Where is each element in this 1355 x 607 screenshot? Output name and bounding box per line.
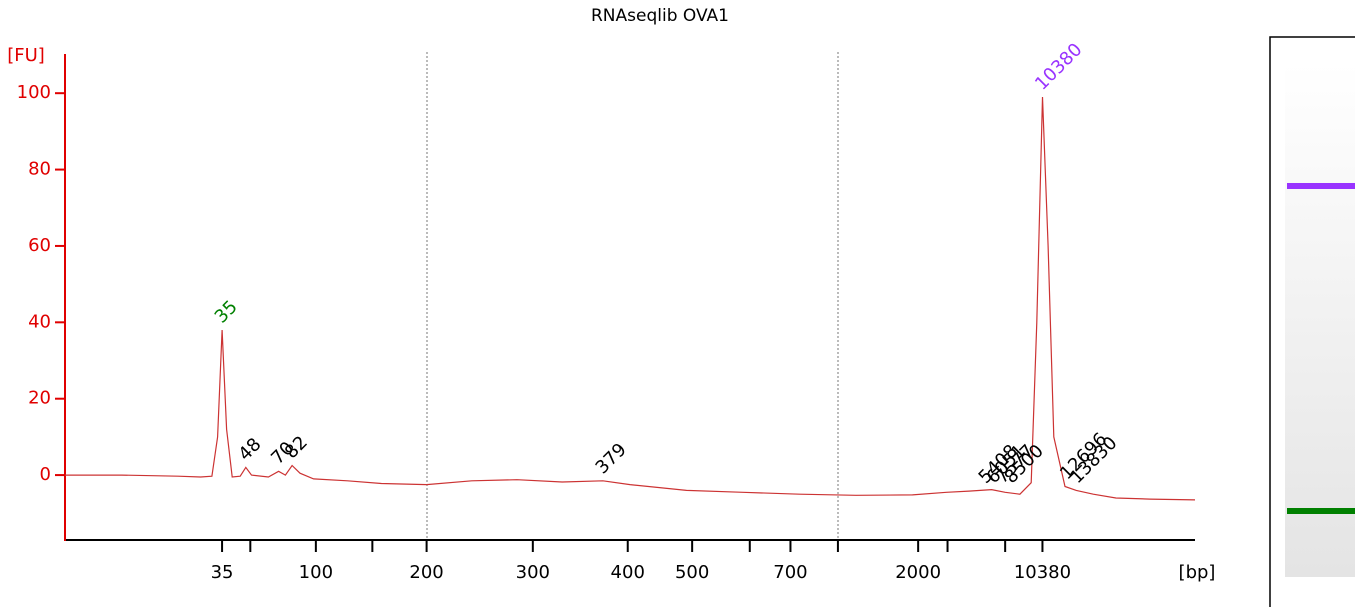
- y-tick-label: 40: [28, 311, 51, 332]
- x-tick-label: 200: [409, 562, 443, 583]
- x-tick-label: 35: [211, 562, 234, 583]
- peak-label: 379: [592, 439, 631, 478]
- x-tick-label: 300: [516, 562, 550, 583]
- x-tick-label: 2000: [895, 562, 941, 583]
- peak-label: 35: [211, 296, 242, 327]
- peak-label: 48: [234, 434, 265, 465]
- y-tick-label: 60: [28, 235, 51, 256]
- chart-title: RNAseqlib OVA1: [591, 6, 729, 26]
- x-tick-label: 100: [299, 562, 333, 583]
- gel-band: [1287, 183, 1355, 189]
- trace: [65, 96, 1196, 501]
- x-tick-label: 400: [611, 562, 645, 583]
- y-tick-label: 0: [40, 464, 51, 485]
- x-axis-label: [bp]: [1179, 562, 1216, 583]
- x-tick-label: 700: [773, 562, 807, 583]
- gel-frame: [1269, 36, 1355, 607]
- peak-label: 10380: [1031, 39, 1086, 94]
- gel-band: [1287, 508, 1355, 514]
- y-tick-label: 80: [28, 159, 51, 180]
- x-tick-label: 10380: [1014, 562, 1071, 583]
- y-axis-label: [FU]: [7, 45, 45, 66]
- y-tick-label: 20: [28, 388, 51, 409]
- y-tick-label: 100: [17, 82, 51, 103]
- gel-lane: [1285, 63, 1355, 577]
- x-tick-label: 500: [675, 562, 709, 583]
